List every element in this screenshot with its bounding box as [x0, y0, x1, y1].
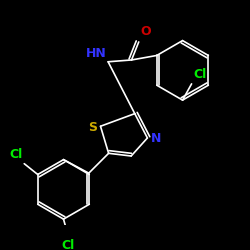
- Text: Cl: Cl: [194, 68, 207, 81]
- Text: N: N: [151, 132, 162, 145]
- Text: O: O: [140, 25, 151, 38]
- Text: Cl: Cl: [9, 148, 22, 161]
- Text: S: S: [88, 121, 97, 134]
- Text: Cl: Cl: [62, 239, 75, 250]
- Text: HN: HN: [86, 47, 106, 60]
